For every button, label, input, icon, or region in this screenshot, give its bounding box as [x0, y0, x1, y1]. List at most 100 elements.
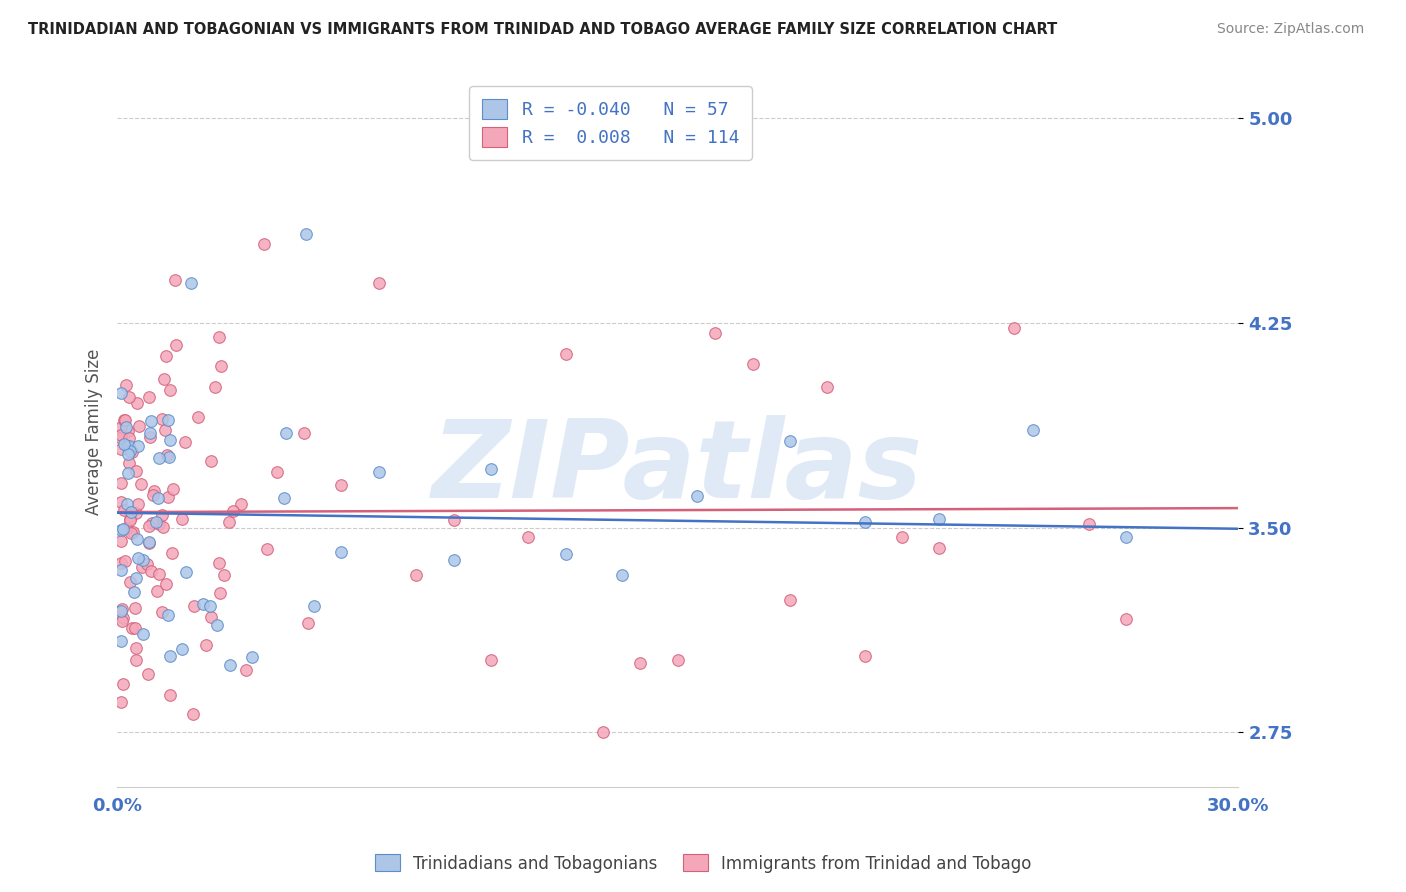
Point — [114, 413, 136, 427]
Point — [479, 653, 502, 667]
Point — [685, 489, 707, 503]
Point — [152, 519, 174, 533]
Point — [138, 535, 160, 549]
Point — [146, 491, 169, 506]
Point — [367, 277, 389, 291]
Point — [110, 523, 132, 537]
Point — [367, 465, 389, 479]
Point — [138, 519, 160, 533]
Point — [122, 585, 145, 599]
Point — [219, 657, 242, 672]
Point — [122, 524, 145, 539]
Point — [146, 583, 169, 598]
Point — [779, 434, 801, 449]
Text: ZIPatlas: ZIPatlas — [432, 415, 924, 521]
Point — [214, 567, 236, 582]
Point — [117, 390, 139, 404]
Point — [110, 495, 132, 509]
Point — [292, 425, 315, 440]
Point — [114, 521, 136, 535]
Point — [110, 534, 132, 549]
Legend: Trinidadians and Tobagonians, Immigrants from Trinidad and Tobago: Trinidadians and Tobagonians, Immigrants… — [368, 847, 1038, 880]
Point — [127, 498, 149, 512]
Point — [118, 443, 141, 458]
Point — [117, 439, 139, 453]
Point — [330, 545, 353, 559]
Point — [117, 424, 139, 438]
Point — [157, 413, 180, 427]
Point — [127, 396, 149, 410]
Point — [666, 653, 689, 667]
Point — [150, 411, 173, 425]
Point — [124, 601, 146, 615]
Point — [170, 511, 193, 525]
Point — [118, 574, 141, 589]
Point — [120, 512, 142, 526]
Point — [136, 557, 159, 571]
Point — [141, 516, 163, 530]
Point — [118, 431, 141, 445]
Point — [148, 451, 170, 466]
Point — [592, 725, 614, 739]
Point — [153, 423, 176, 437]
Point — [405, 567, 427, 582]
Point — [118, 513, 141, 527]
Y-axis label: Average Family Size: Average Family Size — [86, 349, 103, 516]
Point — [330, 478, 353, 492]
Point — [630, 656, 652, 670]
Point — [159, 649, 181, 664]
Text: TRINIDADIAN AND TOBAGONIAN VS IMMIGRANTS FROM TRINIDAD AND TOBAGO AVERAGE FAMILY: TRINIDADIAN AND TOBAGONIAN VS IMMIGRANTS… — [28, 22, 1057, 37]
Point — [120, 505, 142, 519]
Point — [110, 614, 132, 628]
Point — [218, 515, 240, 529]
Point — [125, 653, 148, 667]
Point — [110, 556, 132, 570]
Point — [110, 475, 132, 490]
Point — [156, 608, 179, 623]
Point — [554, 347, 576, 361]
Point — [266, 465, 288, 479]
Point — [121, 444, 143, 458]
Point — [148, 567, 170, 582]
Legend: R = -0.040   N = 57, R =  0.008   N = 114: R = -0.040 N = 57, R = 0.008 N = 114 — [470, 87, 752, 160]
Point — [159, 689, 181, 703]
Point — [145, 516, 167, 530]
Point — [160, 546, 183, 560]
Point — [114, 437, 136, 451]
Point — [132, 552, 155, 566]
Point — [610, 567, 633, 582]
Point — [141, 414, 163, 428]
Point — [240, 650, 263, 665]
Point — [138, 535, 160, 549]
Point — [200, 454, 222, 468]
Point — [779, 592, 801, 607]
Point — [155, 349, 177, 363]
Point — [229, 497, 252, 511]
Point — [208, 330, 231, 344]
Point — [125, 640, 148, 655]
Point — [110, 431, 132, 445]
Point — [741, 357, 763, 371]
Point — [138, 390, 160, 404]
Point — [297, 616, 319, 631]
Point — [111, 601, 134, 615]
Point — [200, 609, 222, 624]
Point — [170, 641, 193, 656]
Point — [110, 427, 132, 442]
Point — [891, 530, 914, 544]
Point — [159, 383, 181, 397]
Point — [222, 504, 245, 518]
Point — [443, 513, 465, 527]
Point — [148, 516, 170, 531]
Point — [198, 599, 221, 613]
Point — [302, 599, 325, 613]
Point — [273, 491, 295, 506]
Point — [194, 638, 217, 652]
Point — [111, 611, 134, 625]
Point — [110, 385, 132, 400]
Point — [479, 462, 502, 476]
Point — [183, 599, 205, 613]
Point — [118, 456, 141, 470]
Point — [157, 450, 180, 464]
Point — [142, 488, 165, 502]
